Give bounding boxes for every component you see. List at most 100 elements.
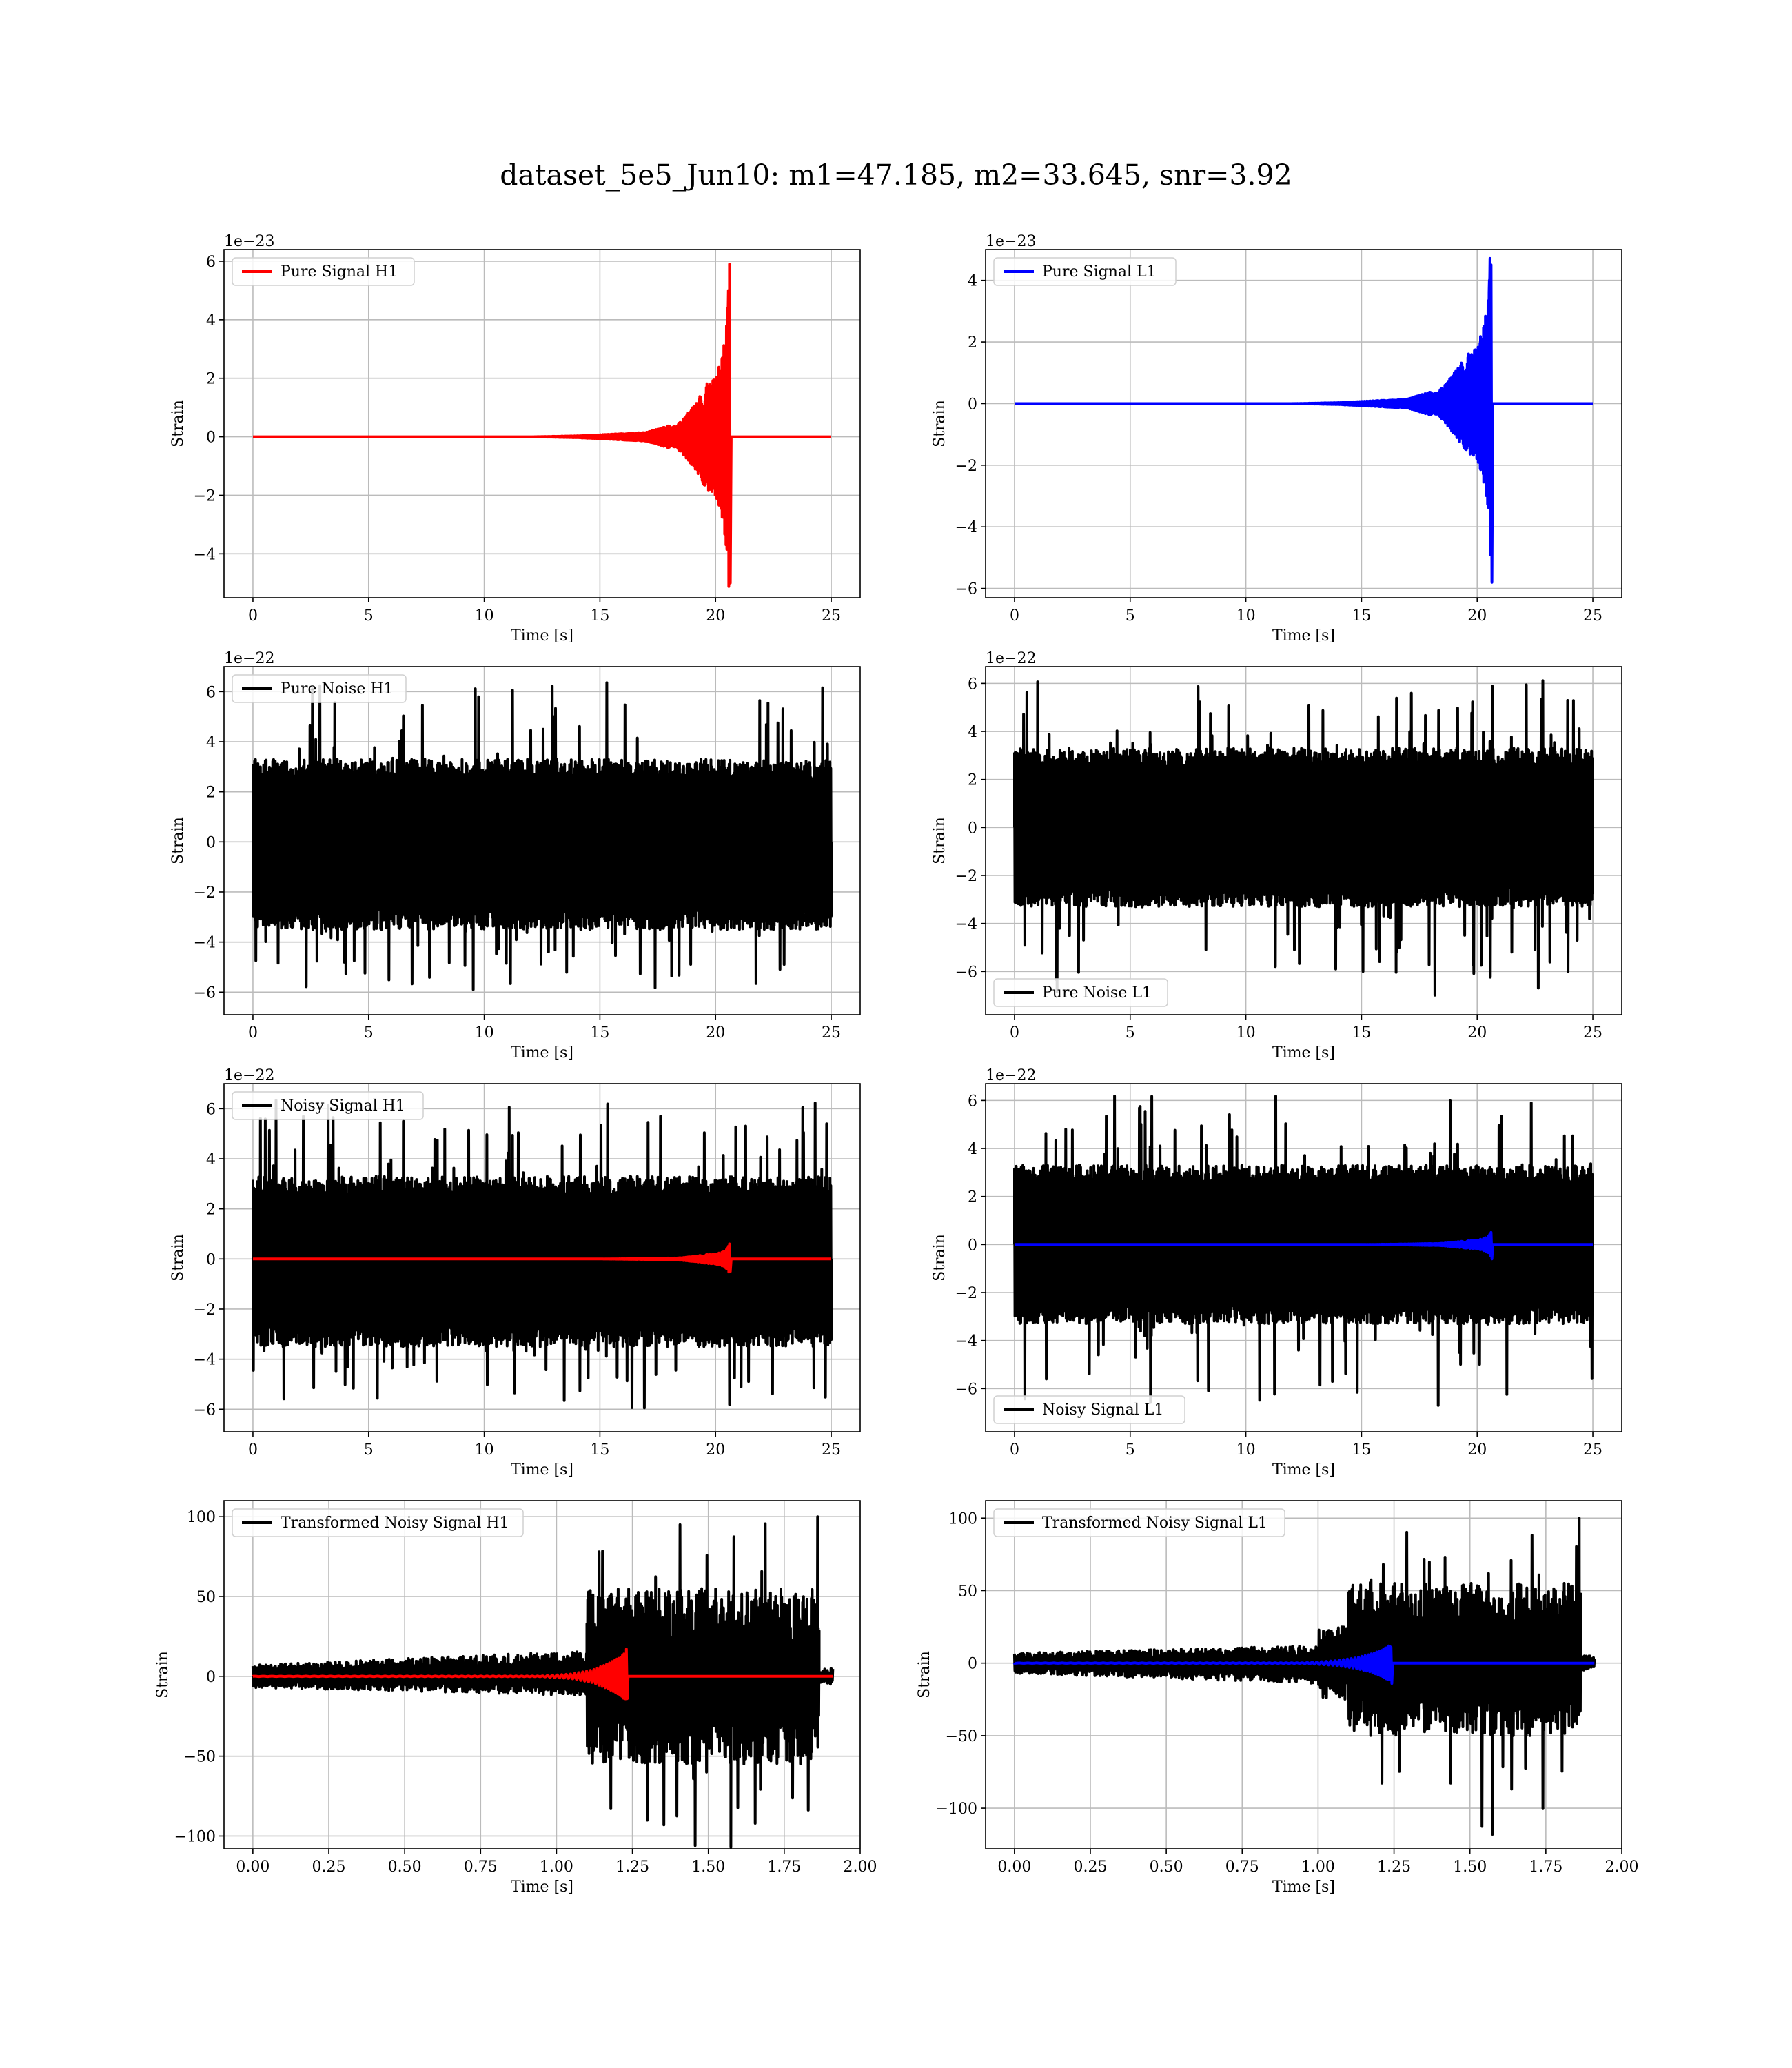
- x-tick-label: 10: [1236, 607, 1256, 625]
- y-axis-label: Strain: [931, 817, 948, 864]
- x-tick-label: 20: [1467, 1024, 1487, 1042]
- legend-box: [993, 978, 1168, 1007]
- x-tick-label: 2.00: [844, 1858, 877, 1876]
- y-tick-label: −6: [955, 1381, 977, 1398]
- legend-box: [232, 257, 415, 286]
- legend-box: [232, 674, 407, 703]
- y-tick-label: 2: [968, 772, 977, 789]
- figure-suptitle: dataset_5e5_Jun10: m1=47.185, m2=33.645,…: [500, 159, 1292, 192]
- x-tick-label: 0: [1010, 1024, 1019, 1042]
- y-tick-label: −6: [955, 581, 977, 598]
- y-axis: −4 −2 0 2 4 6: [194, 254, 224, 563]
- plot-area: [252, 1099, 833, 1410]
- x-tick-label: 0.75: [1225, 1858, 1259, 1876]
- x-tick-label: 5: [364, 607, 374, 625]
- y-tick-label: −6: [194, 984, 216, 1002]
- subplot-noisy_signal_l1: 0 5 10 15 20 25 Time [s] −6 −4 −2 0 2 4 6 Strain 1e−22 N…: [931, 1067, 1622, 1479]
- x-tick-label: 20: [1467, 607, 1487, 625]
- y-axis: −6 −4 −2 0 2 4 6: [955, 676, 986, 981]
- x-tick-label: 25: [822, 1441, 841, 1459]
- y-tick-label: 6: [206, 254, 216, 271]
- x-tick-label: 25: [822, 1024, 841, 1042]
- x-axis-label: Time [s]: [511, 1461, 573, 1479]
- subplot-transformed_noisy_signal_h1: 0.00 0.25 0.50 0.75 1.00 1.25 1.50 1.75 2.00 Time…: [154, 1500, 877, 1896]
- x-tick-label: 25: [1583, 1024, 1602, 1042]
- x-axis-label: Time [s]: [511, 1878, 573, 1896]
- y-tick-label: 4: [968, 724, 977, 741]
- legend-box: [993, 1395, 1185, 1424]
- y-tick-label: −2: [194, 1301, 216, 1319]
- legend-box: [232, 1508, 524, 1537]
- axes-frame: [223, 666, 861, 1015]
- x-tick-label: 0: [1010, 1441, 1019, 1459]
- x-tick-label: 1.00: [1301, 1858, 1335, 1876]
- x-axis: 0 5 10 15 20 25: [248, 1015, 841, 1042]
- y-axis: −6 −4 −2 0 2 4 6: [194, 684, 224, 1002]
- y-tick-label: −50: [946, 1728, 977, 1745]
- y-tick-label: 0: [206, 429, 216, 447]
- x-tick-label: 5: [1126, 1441, 1135, 1459]
- series-line-overlay-1: [252, 1242, 831, 1274]
- x-tick-label: 0.00: [236, 1858, 269, 1876]
- x-tick-label: 0: [248, 1441, 258, 1459]
- x-axis-label: Time [s]: [1272, 627, 1335, 645]
- plot-area: [1013, 256, 1593, 584]
- y-tick-label: 6: [206, 684, 216, 701]
- y-tick-label: −4: [955, 916, 977, 933]
- plot-area: [1012, 1517, 1596, 1836]
- y-axis-label: Strain: [931, 400, 948, 447]
- legend: Pure Signal L1: [993, 257, 1177, 286]
- x-tick-label: 2.00: [1605, 1858, 1639, 1876]
- y-axis: −6 −4 −2 0 2 4 6: [194, 1101, 224, 1419]
- y-tick-label: 4: [206, 1151, 216, 1168]
- axes-frame: [223, 249, 861, 598]
- x-tick-label: 5: [1126, 1024, 1135, 1042]
- y-tick-label: 4: [968, 1141, 977, 1158]
- y-tick-label: −2: [955, 1285, 977, 1302]
- subplot-pure_signal_h1: 0 5 10 15 20 25 Time [s] −4 −2 0 2 4 6 Strain 1e−23 Pur…: [170, 233, 861, 645]
- x-tick-label: 15: [590, 1441, 609, 1459]
- x-axis: 0 5 10 15 20 25: [248, 1432, 841, 1459]
- y-tick-label: 0: [968, 820, 977, 837]
- y-tick-label: 0: [968, 1237, 977, 1254]
- plot-area: [252, 681, 833, 991]
- y-tick-label: −2: [955, 458, 977, 475]
- y-tick-label: 6: [968, 1093, 977, 1110]
- y-tick-label: −4: [955, 1333, 977, 1350]
- legend-label: Transformed Noisy Signal L1: [1042, 1514, 1267, 1532]
- y-tick-label: −6: [194, 1401, 216, 1419]
- x-tick-label: 0: [1010, 607, 1019, 625]
- legend-label: Pure Noise L1: [1042, 984, 1152, 1002]
- y-offset-text: 1e−22: [986, 1067, 1036, 1084]
- y-tick-label: 100: [187, 1509, 216, 1526]
- y-offset-text: 1e−23: [224, 233, 274, 250]
- y-tick-label: −2: [194, 884, 216, 902]
- y-axis: −6 −4 −2 0 2 4: [955, 273, 986, 598]
- x-axis: 0.00 0.25 0.50 0.75 1.00 1.25 1.50 1.75 2.00: [997, 1849, 1638, 1876]
- plot-area: [251, 1515, 835, 1849]
- grid: [986, 250, 1622, 598]
- y-tick-label: 2: [206, 371, 216, 388]
- legend: Transformed Noisy Signal H1: [232, 1508, 524, 1537]
- x-tick-label: 5: [364, 1441, 374, 1459]
- subplot-pure_signal_l1: 0 5 10 15 20 25 Time [s] −6 −4 −2 0 2 4 Strain 1e−23 Pu…: [931, 233, 1622, 645]
- axes-frame: [223, 1083, 861, 1432]
- y-axis-label: Strain: [154, 1651, 172, 1699]
- axes-frame: [985, 1500, 1622, 1849]
- x-axis: 0.00 0.25 0.50 0.75 1.00 1.25 1.50 1.75 2.00: [236, 1849, 877, 1876]
- series-line-overlay-1: [251, 1648, 833, 1701]
- y-tick-label: −2: [955, 868, 977, 885]
- x-tick-label: 0.50: [388, 1858, 422, 1876]
- x-tick-label: 15: [590, 1024, 609, 1042]
- y-tick-label: 4: [206, 734, 216, 751]
- y-tick-label: 2: [206, 784, 216, 802]
- y-tick-label: 6: [968, 676, 977, 693]
- y-axis-label: Strain: [170, 1234, 187, 1281]
- y-axis-label: Strain: [170, 400, 187, 447]
- series-line-pure-signal-l1: [1013, 256, 1593, 584]
- plot-area: [1013, 1095, 1594, 1407]
- x-tick-label: 20: [1467, 1441, 1487, 1459]
- axes-frame: [985, 666, 1622, 1015]
- y-tick-label: −2: [194, 487, 216, 505]
